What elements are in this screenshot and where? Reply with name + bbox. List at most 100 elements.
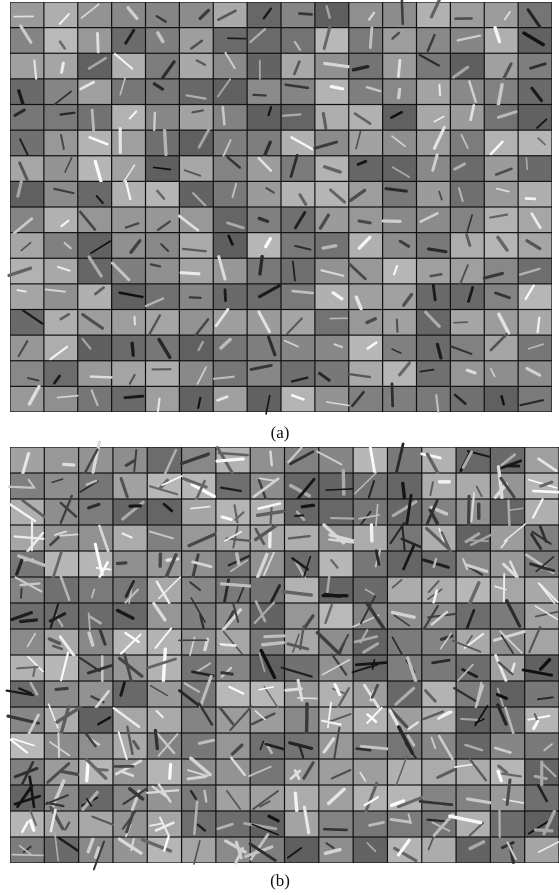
filter-tile	[485, 54, 518, 78]
filter-tile	[114, 838, 147, 863]
filter-tile	[451, 131, 484, 155]
filter-tile	[44, 233, 77, 257]
filter-tile	[79, 604, 112, 629]
filter-tile	[248, 259, 281, 283]
filter-tile	[282, 156, 315, 180]
filter-tile	[214, 79, 247, 103]
filter-tile	[485, 208, 518, 232]
filter-stroke	[392, 384, 393, 406]
filter-tile	[282, 361, 315, 385]
filter-tile	[251, 682, 284, 707]
filter-tile	[146, 208, 179, 232]
filter-tile	[180, 387, 213, 411]
filter-tile	[383, 3, 416, 27]
filter-stroke	[299, 13, 311, 14]
filter-tile	[180, 79, 213, 103]
filter-tile	[417, 131, 450, 155]
filter-tile	[148, 526, 181, 551]
filter-tile	[354, 760, 387, 785]
filter-tile	[285, 708, 318, 733]
filter-tile	[180, 105, 213, 129]
filter-tile	[11, 284, 44, 308]
filter-stroke	[132, 343, 133, 355]
filter-tile	[457, 682, 490, 707]
filter-stroke	[9, 487, 32, 488]
filter-tile	[451, 3, 484, 27]
filter-tile	[285, 812, 318, 837]
filter-tile	[112, 131, 145, 155]
filter-tile	[457, 552, 490, 577]
filter-tile	[388, 682, 421, 707]
filter-stroke	[454, 322, 467, 323]
filter-stroke	[370, 28, 372, 48]
filter-stroke	[64, 464, 74, 465]
filter-tile	[315, 28, 348, 52]
filter-tile	[146, 131, 179, 155]
filter-stroke	[91, 377, 112, 378]
filter-tile	[519, 105, 552, 129]
filter-tile	[282, 131, 315, 155]
filter-tile	[383, 259, 416, 283]
filter-tile	[485, 182, 518, 206]
filter-tile	[457, 786, 490, 811]
filter-tile	[422, 838, 455, 863]
filter-tile	[79, 630, 112, 655]
filter-tile	[349, 361, 382, 385]
filter-tile	[388, 656, 421, 681]
filter-tile	[11, 182, 44, 206]
filter-stroke	[343, 470, 344, 494]
filter-tile	[112, 310, 145, 334]
filter-tile	[146, 3, 179, 27]
filter-tile	[349, 3, 382, 27]
filter-tile	[78, 259, 111, 283]
panel-label: (b)	[270, 871, 290, 890]
filter-tile	[349, 387, 382, 411]
filter-tile	[388, 786, 421, 811]
filter-tile	[146, 387, 179, 411]
filter-stroke	[468, 496, 469, 527]
filter-stroke	[263, 643, 283, 645]
filter-tile	[11, 604, 44, 629]
filter-tile	[180, 361, 213, 385]
filter-stroke	[283, 114, 300, 115]
filter-tile	[11, 630, 44, 655]
filter-stroke	[205, 791, 207, 802]
filter-tile	[248, 233, 281, 257]
filter-tile	[349, 182, 382, 206]
filter-tile	[519, 310, 552, 334]
filter-tile	[315, 336, 348, 360]
filter-tile	[248, 131, 281, 155]
filter-tile	[491, 682, 524, 707]
filter-stroke	[439, 85, 440, 95]
filter-tile	[315, 284, 348, 308]
filter-tile	[383, 233, 416, 257]
filter-tile	[248, 105, 281, 129]
filter-tile	[282, 336, 315, 360]
filter-tile	[182, 734, 215, 759]
filter-tile	[214, 54, 247, 78]
filter-tile	[315, 310, 348, 334]
filter-tile	[451, 259, 484, 283]
filter-tile	[285, 838, 318, 863]
filter-stroke	[87, 762, 88, 780]
filter-tile	[282, 284, 315, 308]
filter-tile	[146, 361, 179, 385]
filter-tile	[282, 259, 315, 283]
filter-stroke	[468, 540, 488, 541]
filter-tile	[78, 28, 111, 52]
filter-tile	[417, 361, 450, 385]
filter-tile	[44, 259, 77, 283]
filter-tile	[182, 786, 215, 811]
filter-tile	[148, 604, 181, 629]
filter-tile	[248, 182, 281, 206]
filter-tile	[519, 336, 552, 360]
filter-tile	[251, 604, 284, 629]
filter-tile	[417, 105, 450, 129]
filter-tile	[388, 448, 421, 473]
filter-tile	[422, 474, 455, 499]
filter-stroke	[302, 505, 313, 507]
filter-tile	[11, 336, 44, 360]
filter-tile	[45, 474, 78, 499]
filter-tile	[45, 682, 78, 707]
filter-tile	[180, 259, 213, 283]
